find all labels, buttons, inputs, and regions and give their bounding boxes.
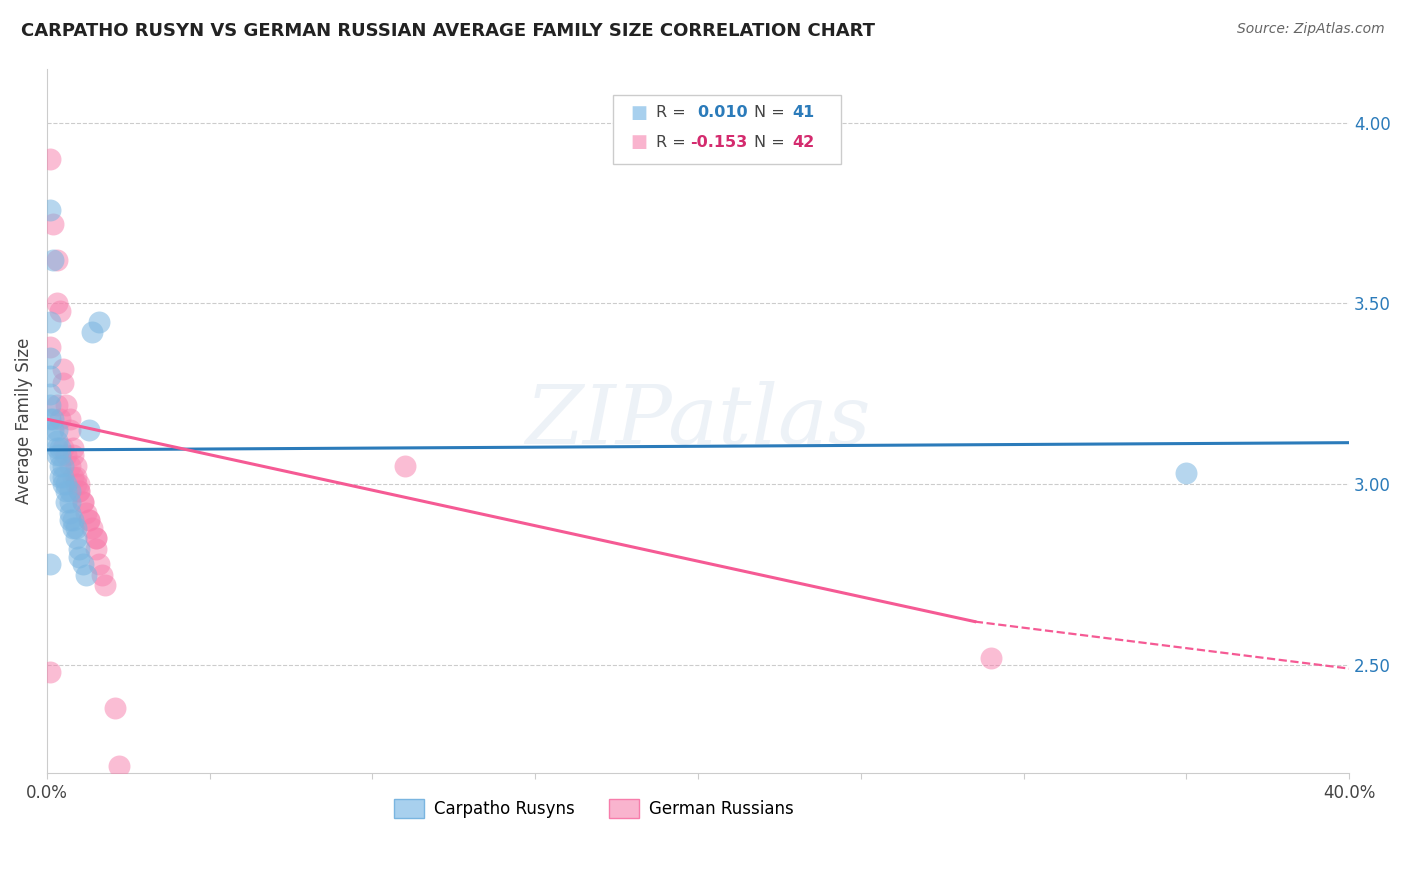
Point bbox=[59, 459, 82, 474]
Point bbox=[82, 326, 104, 340]
Point bbox=[1175, 467, 1198, 481]
Point bbox=[104, 701, 127, 715]
Point bbox=[49, 470, 72, 484]
Text: N =: N = bbox=[754, 135, 785, 150]
Point bbox=[62, 513, 84, 527]
Point bbox=[39, 368, 62, 383]
Legend: Carpatho Rusyns, German Russians: Carpatho Rusyns, German Russians bbox=[388, 792, 800, 825]
Point bbox=[62, 470, 84, 484]
Text: N =: N = bbox=[754, 105, 785, 120]
Point bbox=[45, 448, 67, 462]
Point bbox=[55, 398, 77, 412]
Point bbox=[91, 567, 114, 582]
Point bbox=[59, 423, 82, 437]
Point bbox=[59, 513, 82, 527]
Point bbox=[39, 351, 62, 365]
Point bbox=[94, 578, 117, 592]
Point bbox=[84, 532, 107, 546]
Point bbox=[49, 303, 72, 318]
Point bbox=[52, 361, 75, 376]
Point bbox=[59, 495, 82, 509]
Text: ZIPatlas: ZIPatlas bbox=[526, 381, 870, 461]
Point bbox=[45, 296, 67, 310]
Point bbox=[39, 412, 62, 426]
Point bbox=[42, 412, 65, 426]
Point bbox=[69, 542, 91, 557]
Point bbox=[45, 253, 67, 268]
Point bbox=[39, 665, 62, 680]
Point bbox=[62, 520, 84, 534]
Point bbox=[45, 434, 67, 448]
Text: 42: 42 bbox=[792, 135, 814, 150]
Text: ■: ■ bbox=[630, 134, 647, 152]
Text: ■: ■ bbox=[630, 103, 647, 122]
Point bbox=[45, 441, 67, 455]
Point bbox=[52, 477, 75, 491]
Point bbox=[59, 506, 82, 520]
Point bbox=[49, 459, 72, 474]
Point bbox=[72, 495, 94, 509]
Point bbox=[77, 423, 100, 437]
Point bbox=[49, 412, 72, 426]
Point bbox=[39, 340, 62, 354]
Point bbox=[69, 484, 91, 499]
Point bbox=[75, 567, 97, 582]
Point bbox=[72, 495, 94, 509]
Point bbox=[49, 441, 72, 455]
Point bbox=[75, 506, 97, 520]
Text: R =: R = bbox=[657, 135, 686, 150]
Point bbox=[55, 448, 77, 462]
Point bbox=[62, 448, 84, 462]
Point bbox=[52, 470, 75, 484]
Point bbox=[65, 520, 87, 534]
Point bbox=[52, 441, 75, 455]
Point bbox=[52, 459, 75, 474]
Point bbox=[55, 477, 77, 491]
Point bbox=[82, 520, 104, 534]
Point bbox=[42, 253, 65, 268]
Text: CARPATHO RUSYN VS GERMAN RUSSIAN AVERAGE FAMILY SIZE CORRELATION CHART: CARPATHO RUSYN VS GERMAN RUSSIAN AVERAGE… bbox=[21, 22, 875, 40]
Point bbox=[84, 532, 107, 546]
Point bbox=[69, 484, 91, 499]
Point bbox=[107, 759, 129, 773]
Point bbox=[394, 459, 416, 474]
Point bbox=[39, 387, 62, 401]
Text: Source: ZipAtlas.com: Source: ZipAtlas.com bbox=[1237, 22, 1385, 37]
Y-axis label: Average Family Size: Average Family Size bbox=[15, 338, 32, 504]
Text: 41: 41 bbox=[792, 105, 814, 120]
Point bbox=[39, 557, 62, 571]
Point bbox=[72, 557, 94, 571]
Point bbox=[69, 549, 91, 564]
Text: R =: R = bbox=[657, 105, 686, 120]
Point bbox=[39, 202, 62, 217]
FancyBboxPatch shape bbox=[613, 95, 841, 164]
Point bbox=[39, 314, 62, 328]
Point bbox=[65, 477, 87, 491]
Point bbox=[49, 448, 72, 462]
Point bbox=[65, 532, 87, 546]
Point bbox=[42, 423, 65, 437]
Point bbox=[87, 314, 110, 328]
Text: 0.010: 0.010 bbox=[697, 105, 748, 120]
Point bbox=[45, 423, 67, 437]
Point bbox=[39, 152, 62, 166]
Point bbox=[77, 513, 100, 527]
Point bbox=[77, 513, 100, 527]
Point bbox=[69, 477, 91, 491]
Point bbox=[65, 459, 87, 474]
Point bbox=[59, 484, 82, 499]
Point bbox=[59, 412, 82, 426]
Point bbox=[42, 217, 65, 231]
Point bbox=[87, 557, 110, 571]
Point bbox=[84, 542, 107, 557]
Point bbox=[45, 398, 67, 412]
Point bbox=[55, 495, 77, 509]
Point bbox=[65, 470, 87, 484]
Text: -0.153: -0.153 bbox=[690, 135, 748, 150]
Point bbox=[39, 398, 62, 412]
Point bbox=[980, 650, 1002, 665]
Point bbox=[62, 441, 84, 455]
Point bbox=[55, 484, 77, 499]
Point bbox=[52, 376, 75, 390]
